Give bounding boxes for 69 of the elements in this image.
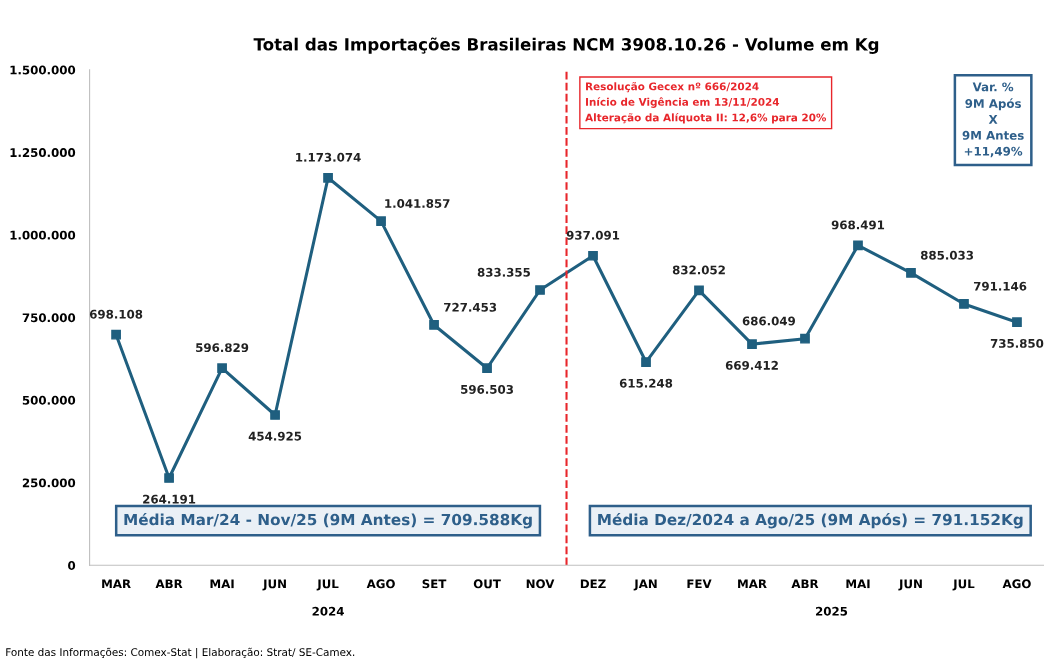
data-label: 727.453 [444, 302, 497, 312]
data-label: 1.173.074 [296, 152, 361, 162]
x-tick-label: JUN [898, 579, 922, 591]
point [217, 363, 227, 373]
source-note: Fonte das Informações: Comex-Stat | Elaboração: Strat/ SE-Camex. [6, 647, 355, 659]
data-label: 669.412 [725, 360, 778, 370]
point [323, 172, 333, 183]
chart-title: Total das Importações Brasileiras NCM 3908.10.26 - Volume em Kg [253, 37, 879, 54]
y-tick-label: 750.000 [22, 313, 76, 323]
x-tick-label: JUL [316, 579, 339, 591]
text: 2024 [312, 606, 344, 616]
x-tick-label: MAR [102, 579, 131, 589]
annotation: Média Dez/2024 a Ago/25 (9M Após) = 791.152Kg [598, 512, 1023, 529]
x-tick-label: SET [422, 579, 447, 589]
point [694, 285, 704, 296]
data-label: 596.503 [461, 384, 513, 394]
x-tick-label: FEV [687, 579, 712, 589]
point [535, 285, 545, 295]
x-tick-label: JUL [952, 579, 975, 591]
point [270, 410, 280, 420]
point [588, 250, 598, 261]
point [429, 320, 439, 330]
annotation: Média Mar/24 - Nov/25 (9M Antes) = 709.588Kg [124, 512, 532, 529]
data-label: 1.041.857 [385, 198, 450, 208]
data-label: 791.146 [973, 281, 1027, 291]
point [747, 339, 757, 350]
x-tick-label: JAN [633, 579, 657, 591]
point [111, 329, 121, 340]
annotation: Var. % 9M Após X 9M Antes +11,49% [962, 82, 1024, 158]
point [906, 268, 916, 278]
y-tick-label: 0 [68, 560, 76, 570]
x-tick-label: AGO [1002, 579, 1031, 589]
y-tick-label: 1.500.000 [10, 65, 76, 75]
x-tick-label: MAI [846, 579, 870, 589]
data-label: 698.108 [89, 309, 143, 319]
x-tick-label: ABR [791, 579, 819, 589]
point [1012, 317, 1022, 328]
y-tick-label: 1.000.000 [10, 230, 76, 240]
y-tick-label: 500.000 [22, 395, 76, 405]
x-tick-label: NOV [526, 579, 555, 589]
data-label: 686.049 [742, 316, 796, 326]
x-tick-label: MAR [738, 579, 767, 589]
data-label: 832.052 [672, 265, 725, 275]
x-tick-label: JUN [262, 579, 286, 591]
y-tick-label: 1.250.000 [10, 148, 76, 158]
point [959, 299, 969, 309]
data-label: 454.925 [248, 431, 302, 441]
data-label: 615.248 [619, 378, 673, 388]
x-tick-label: ABR [155, 579, 183, 589]
x-tick-label: DEZ [580, 579, 606, 589]
point [641, 357, 651, 367]
point [482, 363, 492, 374]
point [800, 333, 810, 344]
data-label: 264.191 [143, 494, 196, 504]
data-label: 596.829 [196, 343, 249, 353]
data-label: 735.850 [990, 338, 1044, 348]
y-tick-label: 250.000 [22, 478, 76, 488]
x-tick-label: MAI [210, 579, 234, 589]
text: 2025 [815, 606, 848, 616]
point [376, 216, 386, 227]
data-label: 833.355 [477, 267, 530, 277]
data-label: 885.033 [920, 250, 974, 260]
x-tick-label: OUT [473, 579, 501, 589]
ref-line-label: Resolução Gecex nº 666/2024 Início de Vigência em 13/11/2024 Alteração da Alíquota II: 12,6% para 20% [585, 82, 827, 124]
data-label: 937.091 [566, 230, 620, 240]
point [164, 473, 174, 483]
x-tick-label: AGO [366, 579, 395, 589]
data-label: 968.491 [831, 220, 885, 230]
point [853, 240, 863, 251]
